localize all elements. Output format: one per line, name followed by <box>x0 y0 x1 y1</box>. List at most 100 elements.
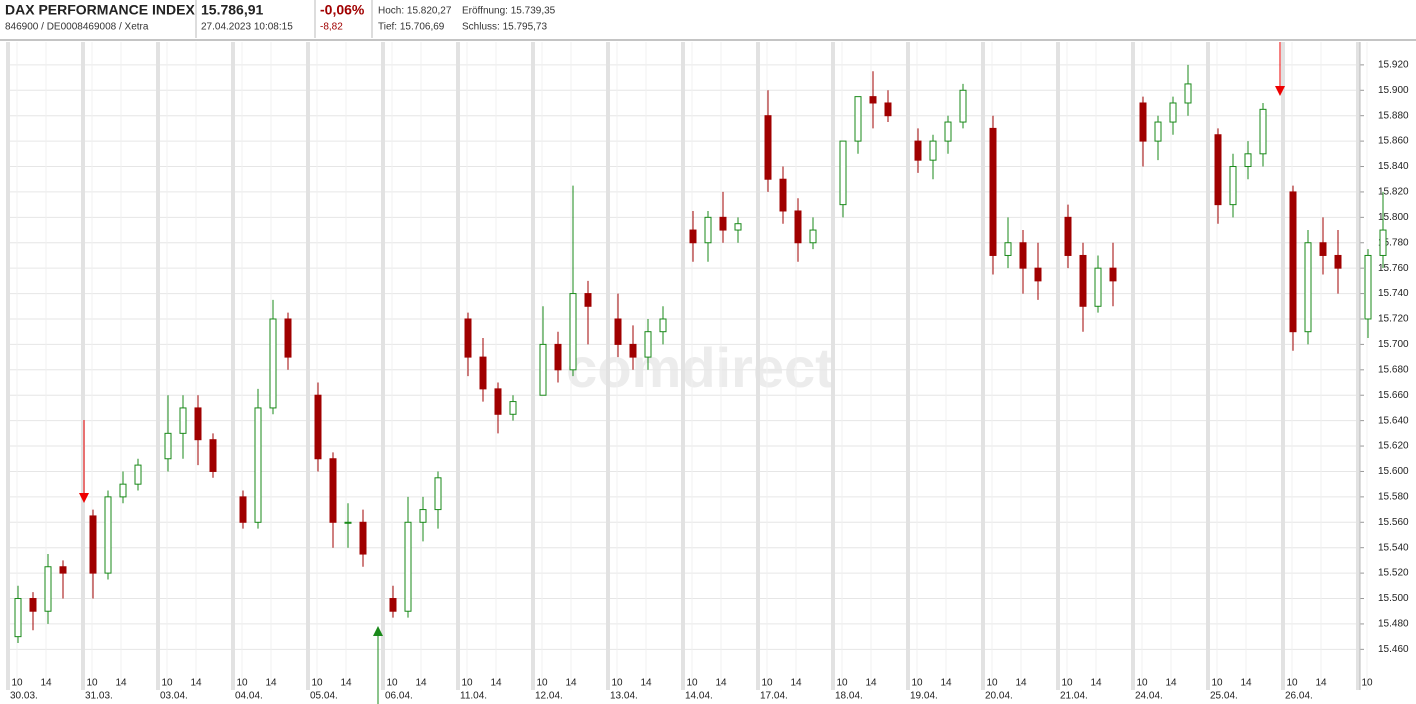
candle-body <box>44 566 52 612</box>
x-hour-label: 10 <box>536 678 548 689</box>
candle-body <box>359 521 367 555</box>
candle-body <box>944 121 952 142</box>
x-hour-label: 14 <box>1240 678 1252 689</box>
candle-body <box>854 96 862 142</box>
change-pct: -0,06% <box>320 2 365 18</box>
x-hour-label: 14 <box>640 678 652 689</box>
candle-body <box>134 464 142 485</box>
candle-body <box>14 598 22 638</box>
candle-body <box>494 388 502 415</box>
y-tick-label: 15.780 <box>1378 237 1409 248</box>
x-day-label: 19.04. <box>910 691 938 702</box>
day-separator <box>531 42 535 690</box>
candle-body <box>1214 134 1222 206</box>
x-hour-label: 10 <box>986 678 998 689</box>
subtitle: 846900 / DE0008469008 / Xetra <box>5 22 149 33</box>
x-hour-label: 14 <box>940 678 952 689</box>
day-separator <box>831 42 835 690</box>
x-hour-label: 14 <box>1315 678 1327 689</box>
candle-body <box>509 401 517 415</box>
x-hour-label: 10 <box>611 678 623 689</box>
candle-body <box>314 394 322 460</box>
candle-body <box>1094 267 1102 307</box>
watermark: comdirect <box>566 336 834 399</box>
day-separator <box>981 42 985 690</box>
x-hour-label: 14 <box>40 678 52 689</box>
signal-arrow-head <box>79 493 89 503</box>
x-hour-label: 10 <box>236 678 248 689</box>
y-tick-label: 15.800 <box>1378 212 1409 223</box>
candle-body <box>1229 166 1237 206</box>
candle-body <box>239 496 247 523</box>
candle-body <box>1289 191 1297 333</box>
candle-body <box>1364 254 1372 320</box>
candle-body <box>434 477 442 511</box>
x-hour-label: 14 <box>1015 678 1027 689</box>
x-hour-label: 10 <box>161 678 173 689</box>
candle-body <box>464 318 472 358</box>
x-day-label: 21.04. <box>1060 691 1088 702</box>
x-day-label: 14.04. <box>685 691 713 702</box>
open: Eröffnung: 15.739,35 <box>462 6 556 17</box>
x-hour-label: 10 <box>311 678 323 689</box>
candle-body <box>419 509 427 523</box>
x-hour-label: 14 <box>190 678 202 689</box>
y-tick-label: 15.480 <box>1378 619 1409 630</box>
candle-body <box>179 407 187 434</box>
candle-body <box>584 293 592 307</box>
candle-body <box>59 566 67 574</box>
x-day-label: 25.04. <box>1210 691 1238 702</box>
high: Hoch: 15.820,27 <box>378 6 452 17</box>
candle-body <box>914 140 922 161</box>
x-day-label: 20.04. <box>985 691 1013 702</box>
y-tick-label: 15.640 <box>1378 415 1409 426</box>
day-separator <box>1281 42 1285 690</box>
candle-body <box>269 318 277 409</box>
x-day-label: 18.04. <box>835 691 863 702</box>
x-hour-label: 14 <box>340 678 352 689</box>
signal-arrow-head <box>1275 86 1285 96</box>
candle-body <box>29 598 37 612</box>
x-hour-label: 10 <box>836 678 848 689</box>
title: DAX PERFORMANCE INDEX <box>5 2 195 18</box>
day-separator <box>756 42 760 690</box>
candle-body <box>929 140 937 161</box>
x-hour-label: 10 <box>686 678 698 689</box>
candle-body <box>1079 254 1087 307</box>
x-hour-label: 10 <box>11 678 23 689</box>
x-day-label: 05.04. <box>310 691 338 702</box>
y-tick-label: 15.920 <box>1378 60 1409 71</box>
day-separator <box>1131 42 1135 690</box>
y-tick-label: 15.620 <box>1378 441 1409 452</box>
y-tick-label: 15.660 <box>1378 390 1409 401</box>
y-tick-label: 15.560 <box>1378 517 1409 528</box>
candle-body <box>194 407 202 441</box>
candle-body <box>1019 242 1027 269</box>
x-hour-label: 14 <box>115 678 127 689</box>
candle-body <box>284 318 292 358</box>
x-hour-label: 10 <box>1361 678 1373 689</box>
candle-body <box>119 483 127 498</box>
candle-body <box>779 178 787 212</box>
day-separator <box>231 42 235 690</box>
price: 15.786,91 <box>201 2 263 18</box>
x-hour-label: 14 <box>415 678 427 689</box>
candle-body <box>839 140 847 206</box>
candle-body <box>734 223 742 231</box>
candle-body <box>704 216 712 244</box>
close: Schluss: 15.795,73 <box>462 22 547 33</box>
candle-body <box>1379 229 1387 256</box>
x-hour-label: 14 <box>565 678 577 689</box>
day-separator <box>606 42 610 690</box>
x-day-label: 13.04. <box>610 691 638 702</box>
x-day-label: 30.03. <box>10 691 38 702</box>
y-tick-label: 15.860 <box>1378 136 1409 147</box>
plot: 15.460 15.480 15.500 15.520 15.540 15.560 15.5… <box>6 42 1409 702</box>
y-tick-label: 15.760 <box>1378 263 1409 274</box>
x-day-label: 04.04. <box>235 691 263 702</box>
x-hour-label: 14 <box>490 678 502 689</box>
candle-body <box>869 96 877 104</box>
candle-body <box>884 102 892 117</box>
candle-body <box>404 521 412 612</box>
